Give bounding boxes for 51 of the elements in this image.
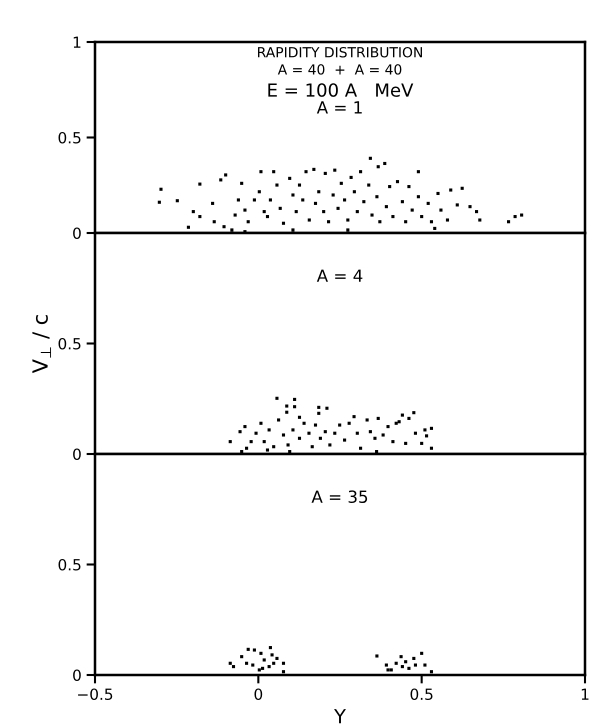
point	[386, 668, 390, 672]
x-tick-label: 1	[582, 688, 588, 700]
y-tick-label: 0.5	[58, 132, 80, 144]
annotation: E = 100 A MeV	[268, 83, 414, 97]
point	[400, 655, 403, 658]
x-axis-title: Y	[334, 709, 346, 724]
point	[407, 666, 410, 670]
y-tick-label: 0.5	[58, 338, 80, 350]
x-tick-label: −0.5	[78, 688, 112, 700]
point	[375, 654, 378, 658]
x-tick-label: 0.5	[410, 688, 432, 700]
point	[268, 665, 271, 668]
point	[240, 655, 244, 658]
point	[384, 664, 388, 667]
point	[282, 670, 286, 674]
point	[268, 646, 272, 650]
annotation: A = 4	[316, 270, 362, 282]
y-tick-label: 0	[73, 448, 81, 460]
annotation: A = 35	[312, 490, 368, 504]
point	[261, 666, 264, 670]
chart-title: RAPIDITY DISTRIBUTION	[258, 46, 422, 58]
point	[272, 662, 276, 665]
point	[258, 668, 261, 672]
point	[423, 664, 426, 667]
point	[232, 665, 236, 668]
point	[275, 656, 279, 660]
point	[282, 662, 286, 665]
point	[246, 648, 250, 651]
x-tick-label: 0	[254, 688, 262, 700]
text: A = 40 + A = 40	[278, 64, 402, 75]
y-tick-label: 1	[74, 36, 80, 48]
point	[420, 652, 424, 655]
point	[259, 652, 262, 655]
point	[270, 653, 274, 656]
point	[404, 660, 408, 664]
y-tick-label: 0	[73, 227, 81, 240]
point	[262, 658, 266, 662]
point	[412, 656, 416, 660]
point	[245, 662, 248, 665]
y-tick-label: 0	[73, 669, 81, 682]
point	[400, 665, 404, 668]
point	[252, 648, 256, 652]
point	[414, 664, 418, 667]
point	[394, 662, 398, 665]
point	[390, 668, 393, 672]
point	[251, 664, 254, 667]
y-axis-title: V$_{⊥}$ / c	[32, 315, 52, 374]
y-tick-label: 0.5	[58, 558, 80, 571]
point	[430, 670, 434, 674]
point	[228, 662, 232, 665]
annotation: A = 1	[316, 101, 362, 114]
